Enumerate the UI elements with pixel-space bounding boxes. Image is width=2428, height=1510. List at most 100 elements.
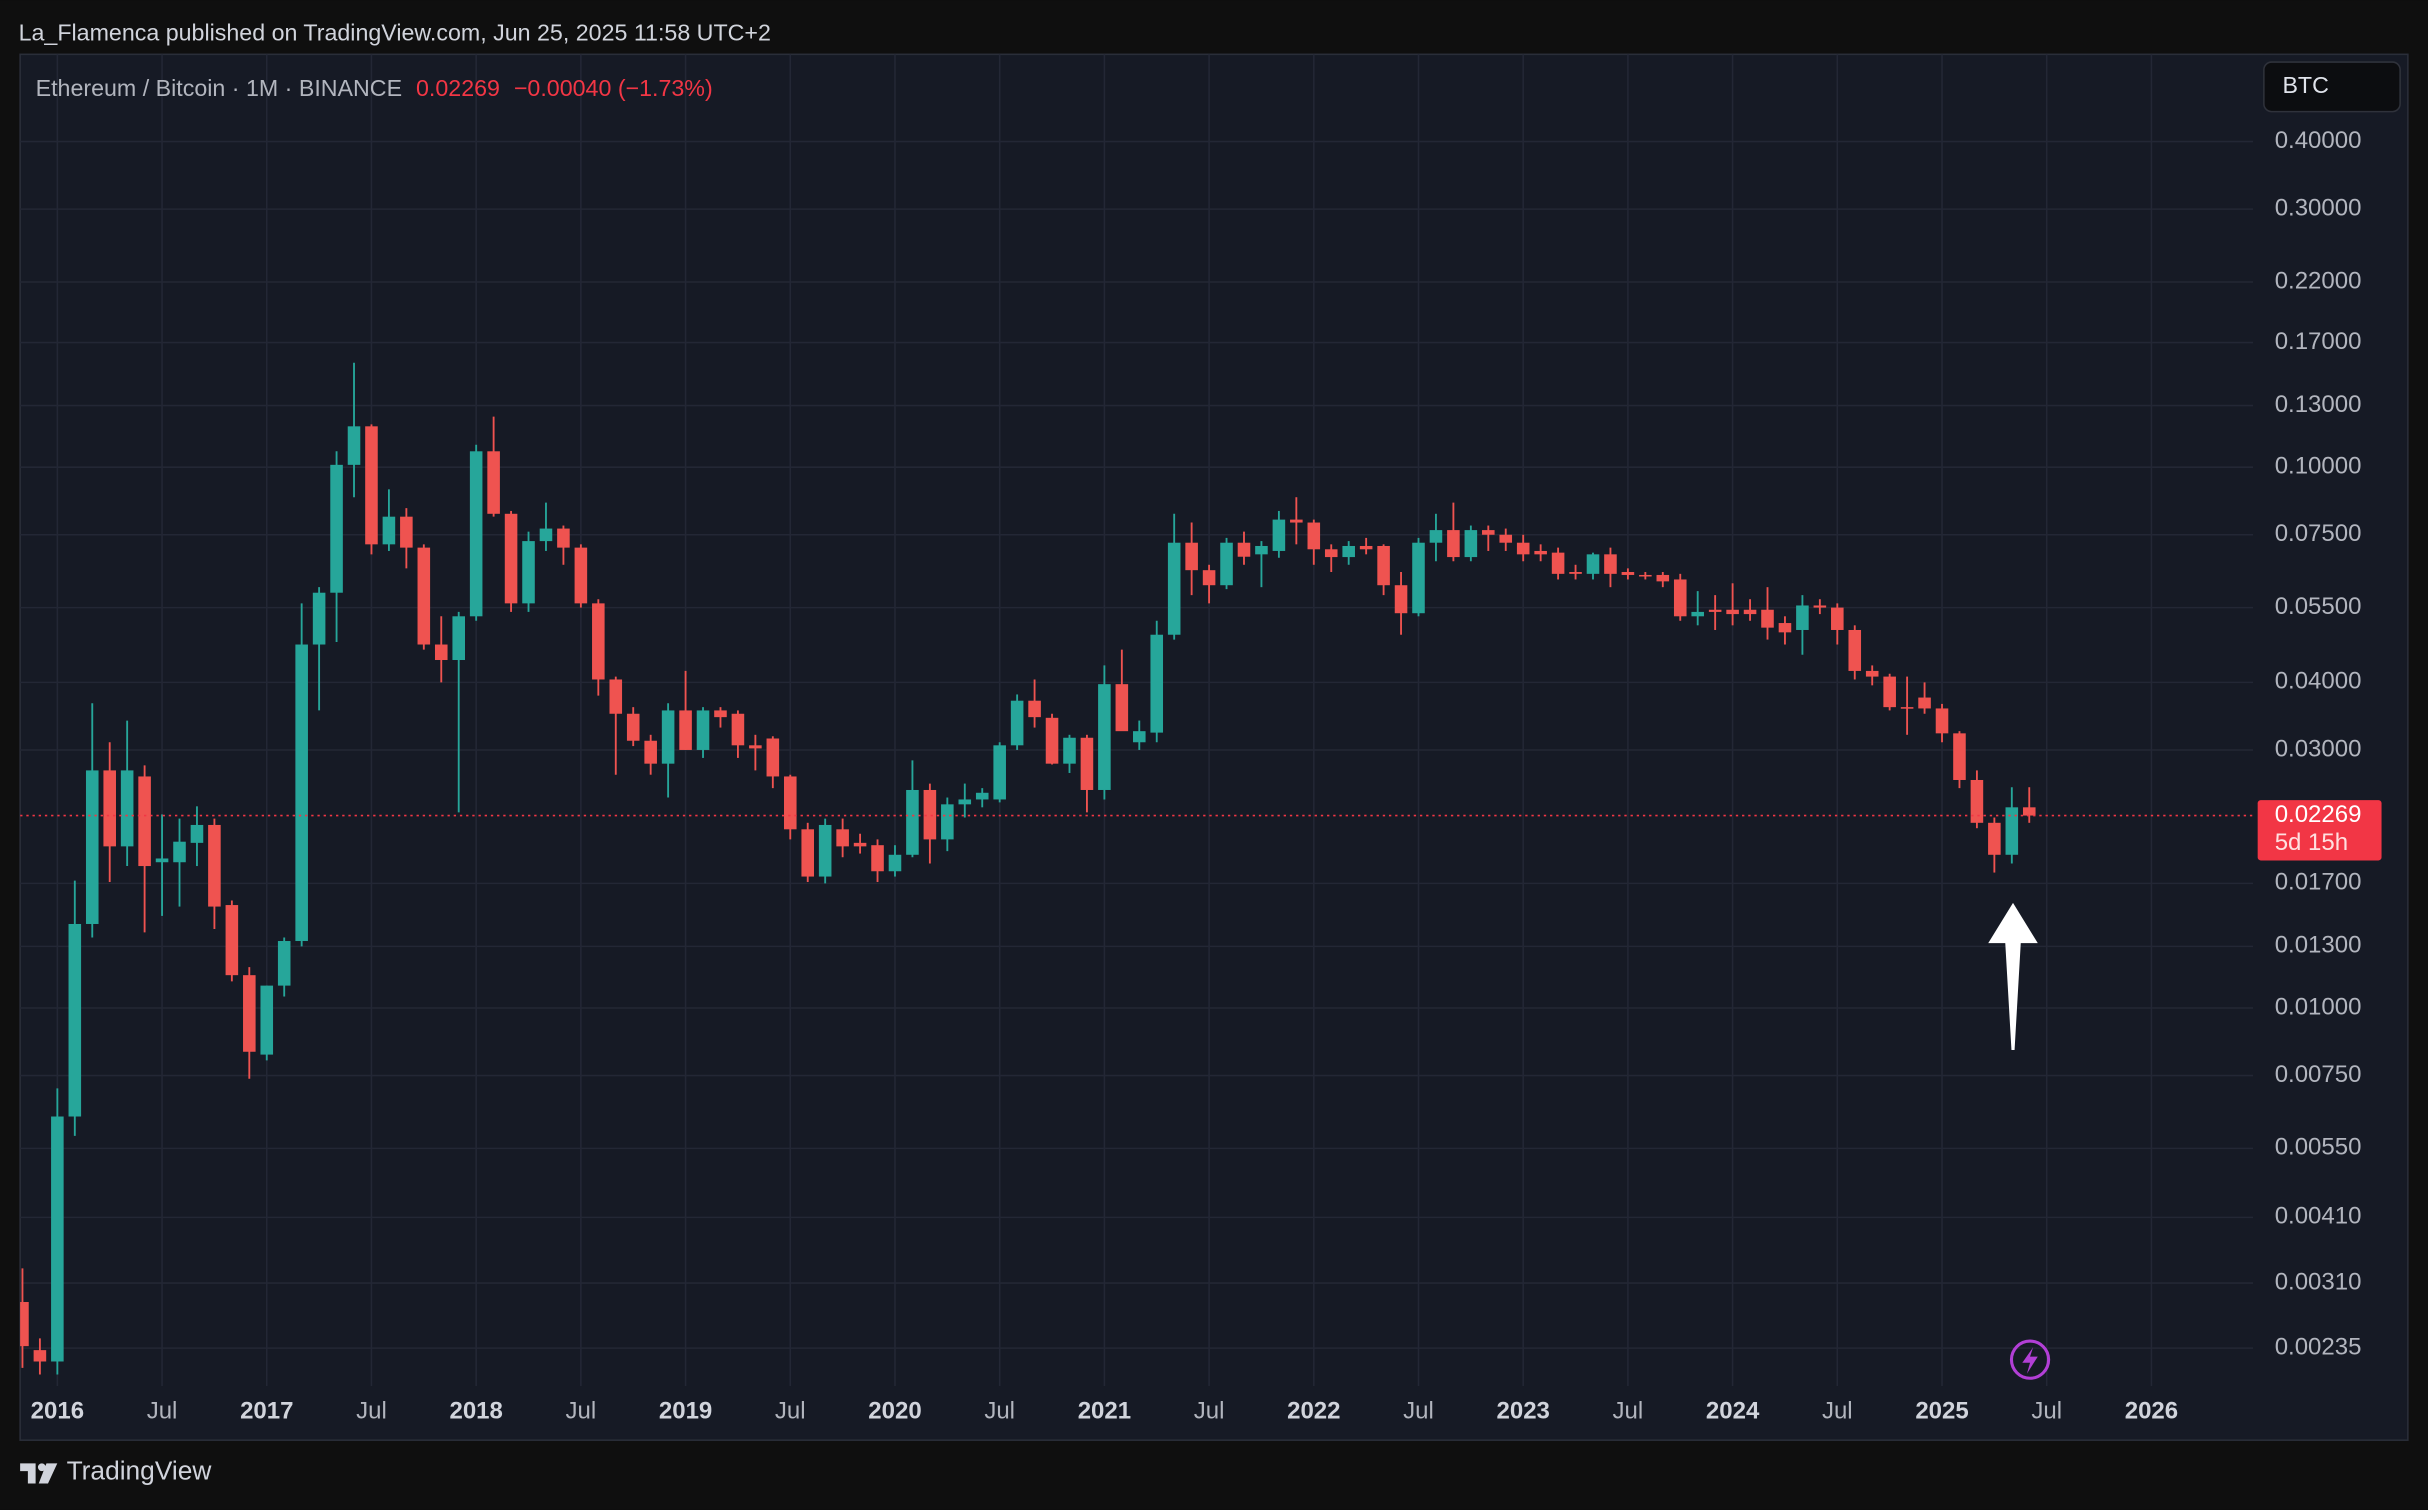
candle-body bbox=[1726, 609, 1739, 615]
candle-body bbox=[574, 547, 588, 604]
candle-body bbox=[1063, 737, 1076, 764]
candle-body bbox=[1115, 684, 1129, 732]
candle-body bbox=[1324, 549, 1338, 558]
y-tick-label: 0.00310 bbox=[2275, 1268, 2362, 1295]
candle-body bbox=[1342, 545, 1355, 558]
candle-body bbox=[1656, 574, 1670, 582]
x-tick-label: 2020 bbox=[868, 1398, 921, 1425]
candle-body bbox=[208, 824, 221, 907]
y-tick-label: 0.30000 bbox=[2275, 194, 2362, 221]
candle-body bbox=[190, 824, 204, 843]
x-tick-label: 2026 bbox=[2125, 1398, 2178, 1425]
candle-body bbox=[504, 513, 518, 604]
candle-body bbox=[1045, 717, 1059, 764]
x-tick-label: 2016 bbox=[31, 1398, 84, 1425]
currency-button[interactable] bbox=[2263, 61, 2401, 113]
x-tick-label: 2024 bbox=[1706, 1398, 1760, 1425]
price-change: −0.00040 (−1.73%) bbox=[514, 75, 713, 101]
candle-body bbox=[400, 516, 413, 548]
candle-body bbox=[1080, 737, 1094, 790]
candle-body bbox=[975, 792, 989, 800]
x-tick-label: Jul bbox=[1822, 1398, 1853, 1425]
candle-body bbox=[1133, 731, 1146, 743]
candle-body bbox=[941, 804, 954, 840]
logo-slash bbox=[38, 1463, 58, 1484]
candle-body bbox=[85, 770, 99, 924]
candle-body bbox=[1970, 779, 1984, 823]
grid bbox=[20, 54, 2254, 1387]
candle-body bbox=[1412, 542, 1425, 614]
candle-body bbox=[906, 789, 919, 855]
candle-body bbox=[68, 923, 82, 1117]
candle-body bbox=[1708, 609, 1722, 612]
price-badge-label: 0.02269 bbox=[2275, 801, 2362, 828]
y-tick-label: 0.01700 bbox=[2275, 869, 2362, 896]
last-price: 0.02269 bbox=[416, 75, 500, 101]
candle-body bbox=[1167, 542, 1181, 635]
x-tick-label: 2019 bbox=[659, 1398, 712, 1425]
x-tick-label: Jul bbox=[566, 1398, 597, 1425]
candle-body bbox=[155, 858, 169, 863]
x-tick-label: 2017 bbox=[240, 1398, 293, 1425]
candle-body bbox=[1988, 822, 2001, 855]
tradingview-logo: TradingView bbox=[20, 1456, 212, 1486]
candle-body bbox=[2022, 807, 2036, 816]
candle-body bbox=[801, 829, 815, 877]
candle-body bbox=[626, 713, 640, 741]
candle-body bbox=[1865, 670, 1879, 677]
candle-body bbox=[33, 1350, 47, 1362]
currency-label[interactable]: BTC bbox=[2282, 72, 2328, 98]
y-tick-label: 0.10000 bbox=[2275, 453, 2362, 480]
logo-dot bbox=[37, 1463, 46, 1472]
y-tick-label: 0.22000 bbox=[2275, 267, 2362, 294]
y-tick-label: 0.17000 bbox=[2275, 328, 2362, 355]
y-tick-label: 0.40000 bbox=[2275, 127, 2362, 154]
candle-body bbox=[487, 451, 500, 514]
x-tick-label: 2025 bbox=[1915, 1398, 1968, 1425]
candle-body bbox=[1098, 684, 1111, 790]
candle-body bbox=[1743, 609, 1757, 615]
axes: 0.40000 0.30000 0.22000 0.17000 0.13000 0.100… bbox=[31, 127, 2382, 1425]
candle-body bbox=[417, 547, 431, 645]
candle-body bbox=[1796, 605, 1809, 630]
candle-body bbox=[592, 603, 605, 680]
x-tick-label: Jul bbox=[2031, 1398, 2062, 1425]
candle-body bbox=[1900, 707, 1914, 709]
y-tick-label: 0.05500 bbox=[2275, 593, 2362, 620]
candle-body bbox=[1639, 574, 1652, 577]
symbol: Ethereum / Bitcoin · 1M · BINANCE bbox=[36, 75, 402, 101]
candle-body bbox=[783, 776, 797, 830]
candle-body bbox=[818, 824, 832, 877]
candle-body bbox=[347, 426, 361, 465]
candle-body bbox=[1255, 545, 1268, 555]
candle-body bbox=[312, 592, 326, 645]
candle-body bbox=[330, 464, 343, 593]
candle-body bbox=[1237, 542, 1251, 557]
candle-body bbox=[1359, 545, 1373, 550]
candle-body bbox=[1691, 611, 1704, 617]
candle-body bbox=[469, 451, 483, 617]
candle-body bbox=[522, 541, 535, 604]
candle-body bbox=[1499, 534, 1513, 543]
candle-body bbox=[1953, 733, 1966, 780]
candle-body bbox=[993, 745, 1006, 800]
y-tick-label: 0.01300 bbox=[2275, 932, 2362, 959]
candle-body bbox=[871, 845, 884, 872]
x-tick-label: 2023 bbox=[1497, 1398, 1550, 1425]
x-tick-label: 2022 bbox=[1287, 1398, 1340, 1425]
candle-body bbox=[1464, 530, 1478, 558]
candle-body bbox=[20, 1301, 29, 1347]
candle-body bbox=[1935, 708, 1949, 734]
candle-body bbox=[731, 713, 745, 746]
lightning-icon[interactable] bbox=[2009, 1339, 2051, 1380]
candle-body bbox=[1272, 519, 1286, 551]
candle-body bbox=[1429, 530, 1443, 543]
candle-body bbox=[749, 745, 762, 749]
candle-body bbox=[295, 644, 308, 942]
price-badge bbox=[2257, 800, 2382, 861]
candle-body bbox=[853, 842, 867, 847]
y-tick-label: 0.00550 bbox=[2275, 1134, 2362, 1161]
candle-body bbox=[434, 644, 448, 661]
candle-body bbox=[1394, 585, 1408, 614]
